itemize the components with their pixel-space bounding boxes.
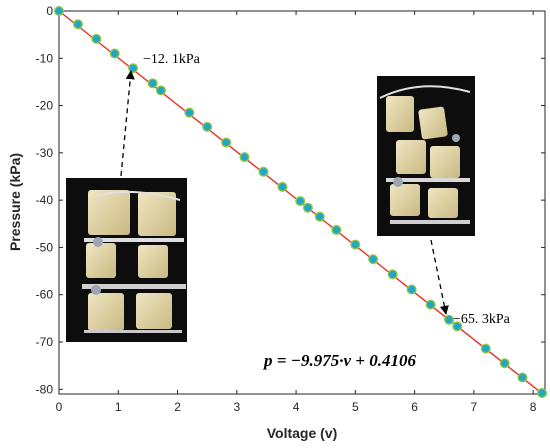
y-tick-label: -10: [36, 51, 54, 65]
data-point: [155, 85, 166, 96]
x-tick-label: 6: [411, 400, 418, 414]
y-tick-label: -60: [36, 288, 54, 302]
y-tick-label: -30: [36, 146, 54, 160]
x-tick-label: 5: [352, 400, 359, 414]
y-tick-label: -20: [36, 99, 54, 113]
x-tick-label: 0: [56, 400, 63, 414]
fit-equation: p = −9.975·v + 0.4106: [262, 351, 416, 370]
data-point: [302, 202, 313, 213]
y-tick-label: -80: [36, 382, 54, 396]
x-tick-label: 4: [293, 400, 300, 414]
annotation-label-2: −65. 3kPa: [453, 312, 511, 327]
y-tick-label: -50: [36, 240, 54, 254]
data-point: [443, 314, 454, 325]
data-point: [221, 137, 232, 148]
data-point: [331, 224, 342, 235]
data-point: [128, 63, 139, 74]
data-point: [387, 269, 398, 280]
y-tick-label: -40: [36, 193, 54, 207]
data-point: [499, 358, 510, 369]
annotation-arrow-2: [430, 239, 449, 315]
actuator-photo-left: [66, 178, 187, 342]
data-point: [91, 33, 102, 44]
data-point: [480, 343, 491, 354]
data-point: [72, 19, 83, 30]
x-tick-label: 7: [471, 400, 478, 414]
data-point: [517, 372, 528, 383]
data-point: [537, 388, 548, 399]
x-tick-label: 3: [233, 400, 240, 414]
data-point: [406, 284, 417, 295]
y-tick-label: -70: [36, 335, 54, 349]
y-axis-label: Pressure (kPa): [7, 153, 23, 251]
data-point: [452, 321, 463, 332]
data-point: [184, 107, 195, 118]
x-tick-label: 8: [530, 400, 537, 414]
data-point: [109, 48, 120, 59]
x-axis-label: Voltage (v): [267, 425, 338, 441]
data-points: [54, 5, 548, 399]
data-point: [350, 239, 361, 250]
x-axis-ticks: 0 1 2 3 4 5 6 7 8: [56, 11, 537, 414]
y-axis-ticks: 0 -10 -20 -30 -40 -50 -60 -70 -80: [36, 4, 545, 396]
x-tick-label: 1: [115, 400, 122, 414]
data-point: [295, 196, 306, 207]
data-point: [147, 78, 158, 89]
x-tick-label: 2: [174, 400, 181, 414]
data-point: [425, 299, 436, 310]
data-point: [314, 211, 325, 222]
data-point: [258, 166, 269, 177]
data-point: [54, 5, 65, 17]
actuator-photo-right: [377, 76, 475, 236]
data-point: [368, 254, 379, 265]
data-point: [277, 181, 288, 192]
annotation-label-1: −12. 1kPa: [143, 52, 201, 67]
y-tick-label: 0: [46, 4, 53, 18]
data-point: [202, 121, 213, 132]
data-point: [239, 152, 250, 163]
